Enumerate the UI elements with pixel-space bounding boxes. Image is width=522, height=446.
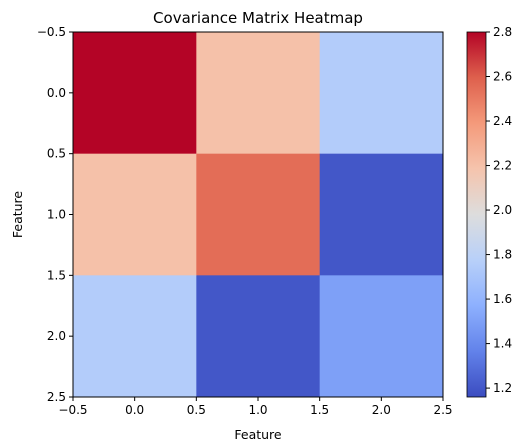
heatmap-cells	[73, 32, 444, 398]
colorbar	[466, 31, 487, 398]
colorbar-tick-label: 2.0	[493, 203, 512, 217]
plot-frame	[72, 31, 444, 398]
heatmap-cell-0-0	[73, 32, 197, 155]
x-tick-label: 2.0	[372, 403, 391, 417]
y-axis: −0.5 0.0 0.5 1.0 1.5 2.0 2.5	[37, 25, 73, 404]
x-tick-label: 0.5	[187, 403, 206, 417]
y-tick-label: 0.5	[47, 147, 66, 161]
colorbar-axis: 1.2 1.4 1.6 1.8 2.0 2.2 2.4 2.6 2.8	[486, 25, 512, 395]
colorbar-tick-label: 1.2	[493, 381, 512, 395]
heatmap-cell-1-0	[73, 153, 197, 276]
x-tick-label: 0.0	[125, 403, 144, 417]
heatmap-cell-1-2	[319, 153, 444, 276]
x-tick-label: −0.5	[58, 403, 87, 417]
x-tick-label: 1.0	[248, 403, 267, 417]
heatmap-cell-2-0	[73, 275, 197, 398]
y-tick-label: −0.5	[37, 25, 66, 39]
x-tick-label: 1.5	[310, 403, 329, 417]
colorbar-tick-label: 1.6	[493, 292, 512, 306]
heatmap-cell-2-2	[319, 275, 444, 398]
colorbar-tick-label: 1.8	[493, 248, 512, 262]
chart-title: Covariance Matrix Heatmap	[153, 9, 363, 27]
heatmap-cell-2-1	[196, 275, 321, 398]
x-axis: −0.5 0.0 0.5 1.0 1.5 2.0 2.5	[58, 397, 453, 417]
colorbar-tick-label: 2.2	[493, 159, 512, 173]
colorbar-tick-label: 2.4	[493, 114, 512, 128]
y-tick-label: 1.5	[47, 268, 66, 282]
x-axis-title: Feature	[234, 427, 282, 442]
x-tick-label: 2.5	[433, 403, 452, 417]
y-tick-label: 2.0	[47, 329, 66, 343]
colorbar-tick-label: 2.6	[493, 70, 512, 84]
colorbar-tick-label: 1.4	[493, 337, 512, 351]
y-tick-label: 1.0	[47, 208, 66, 222]
y-tick-label: 2.5	[47, 390, 66, 404]
heatmap-cell-0-2	[319, 32, 444, 155]
y-axis-title: Feature	[10, 191, 25, 239]
heatmap-cell-1-1	[196, 153, 321, 276]
heatmap-cell-0-1	[196, 32, 321, 155]
y-tick-label: 0.0	[47, 86, 66, 100]
colorbar-tick-label: 2.8	[493, 25, 512, 39]
